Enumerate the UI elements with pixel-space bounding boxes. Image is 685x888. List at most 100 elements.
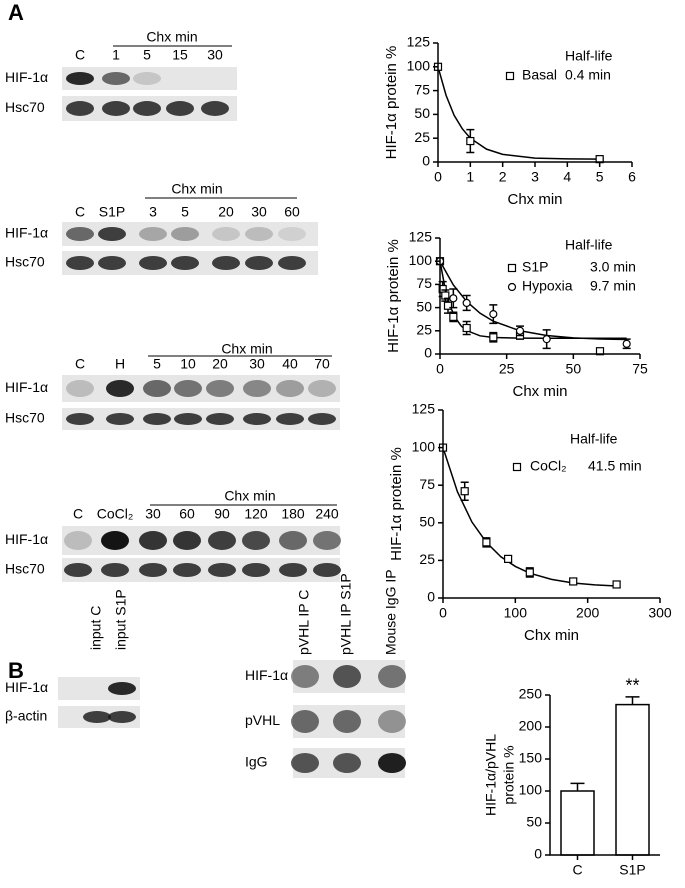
lane-label: 3 bbox=[149, 204, 157, 220]
row-label: pVHL bbox=[245, 712, 280, 728]
y-tick-label: 50 bbox=[416, 298, 432, 314]
row-label: HIF-1α bbox=[5, 69, 48, 85]
lane-label: 120 bbox=[244, 506, 268, 522]
blot-band bbox=[83, 711, 111, 723]
blot-band bbox=[66, 101, 94, 116]
lane-label: 180 bbox=[281, 506, 305, 522]
lane-label: 20 bbox=[212, 356, 228, 372]
legend-marker bbox=[505, 71, 515, 81]
blot-band bbox=[243, 380, 271, 397]
data-point bbox=[525, 568, 534, 577]
lane-label: 240 bbox=[315, 506, 339, 522]
blot-band bbox=[308, 413, 336, 425]
data-point bbox=[460, 487, 469, 496]
y-tick-label: 25 bbox=[419, 551, 435, 567]
y-axis-label: HIF-1α/pVHL bbox=[483, 734, 499, 816]
y-tick-label: 0 bbox=[424, 345, 432, 361]
x-axis-label: Chx min bbox=[507, 191, 562, 208]
x-tick-label: 0 bbox=[439, 605, 447, 621]
blot-band bbox=[206, 380, 234, 397]
blot-band bbox=[98, 227, 126, 241]
blot-band bbox=[242, 563, 270, 577]
x-tick-label: 6 bbox=[628, 169, 636, 185]
blot-band bbox=[101, 531, 129, 550]
y-tick-label: 0 bbox=[427, 589, 435, 605]
blot-band bbox=[139, 531, 167, 550]
blot-band bbox=[242, 531, 270, 550]
lane-label: C bbox=[75, 204, 85, 220]
y-axis-label: HIF-1α protein % bbox=[383, 46, 400, 160]
blot-band bbox=[333, 665, 361, 688]
legend-half-life: 41.5 min bbox=[588, 458, 642, 474]
blot-strip bbox=[62, 67, 237, 90]
legend-half-life: 0.4 min bbox=[565, 67, 611, 83]
x-tick-label: 2 bbox=[499, 169, 507, 185]
blot-band bbox=[64, 563, 92, 577]
blot-band bbox=[83, 682, 111, 695]
blot-band bbox=[276, 380, 304, 397]
legend-title: Half-life bbox=[565, 237, 613, 253]
blot-band bbox=[66, 256, 94, 270]
blot-band bbox=[308, 380, 336, 397]
row-label: IgG bbox=[245, 754, 268, 770]
data-point bbox=[482, 538, 491, 547]
blot-band bbox=[143, 413, 171, 425]
row-label: HIF-1α bbox=[245, 667, 288, 683]
legend-label: CoCl₂ bbox=[530, 458, 567, 474]
lane-label: CoCl₂ bbox=[97, 506, 134, 522]
blot-axis-label: Chx min bbox=[146, 29, 197, 45]
row-label: Hsc70 bbox=[5, 254, 45, 270]
lane-label: C bbox=[73, 506, 83, 522]
y-tick-label: 75 bbox=[414, 81, 430, 97]
y-tick-label: 25 bbox=[416, 322, 432, 338]
legend-marker bbox=[507, 282, 517, 292]
y-tick-label: 100 bbox=[412, 438, 436, 454]
blot-band bbox=[206, 413, 234, 425]
lane-label: C bbox=[75, 356, 85, 372]
bar bbox=[615, 703, 650, 856]
lane-label: 15 bbox=[172, 47, 188, 63]
blot-band bbox=[291, 753, 319, 773]
y-tick-label: 125 bbox=[412, 401, 436, 417]
data-point bbox=[489, 333, 498, 342]
data-point bbox=[489, 309, 498, 319]
y-tick-label: 200 bbox=[519, 718, 543, 734]
data-point bbox=[449, 312, 458, 321]
blot-band bbox=[279, 563, 307, 577]
y-axis-label: HIF-1α protein % bbox=[385, 239, 402, 353]
legend-half-life: 3.0 min bbox=[590, 259, 636, 275]
blot-band bbox=[66, 380, 94, 397]
x-tick-label: 200 bbox=[576, 605, 600, 621]
x-tick-label: 25 bbox=[499, 361, 515, 377]
row-label: Hsc70 bbox=[5, 410, 45, 426]
blot-band bbox=[243, 413, 271, 425]
blot-axis-label: Chx min bbox=[221, 341, 272, 357]
blot-band bbox=[143, 380, 171, 397]
blot-band bbox=[201, 72, 229, 85]
blot-band bbox=[102, 72, 130, 85]
x-tick-label: 4 bbox=[563, 169, 571, 185]
blot-band bbox=[171, 227, 199, 241]
lane-label: Mouse IgG IP bbox=[383, 569, 399, 655]
error-bar bbox=[570, 782, 585, 791]
x-tick-label: 5 bbox=[596, 169, 604, 185]
y-tick-label: 100 bbox=[409, 252, 433, 268]
lane-label: 30 bbox=[145, 506, 161, 522]
blot-band bbox=[208, 563, 236, 577]
fit-curve bbox=[437, 66, 600, 160]
x-tick-label: 75 bbox=[632, 361, 648, 377]
row-label: β-actin bbox=[5, 708, 47, 724]
blot-band bbox=[291, 665, 319, 688]
axes bbox=[442, 410, 660, 599]
y-axis-label: HIF-1α protein % bbox=[388, 447, 405, 561]
blot-band bbox=[313, 563, 341, 577]
blot-band bbox=[108, 682, 136, 695]
x-axis-label: Chx min bbox=[512, 383, 567, 400]
x-tick-label: 1 bbox=[466, 169, 474, 185]
blot-band bbox=[66, 72, 94, 85]
row-label: Hsc70 bbox=[5, 561, 45, 577]
lane-label: pVHL IP S1P bbox=[338, 573, 354, 655]
blot-band bbox=[66, 413, 94, 425]
data-point bbox=[449, 294, 458, 303]
lane-label: 5 bbox=[153, 356, 161, 372]
